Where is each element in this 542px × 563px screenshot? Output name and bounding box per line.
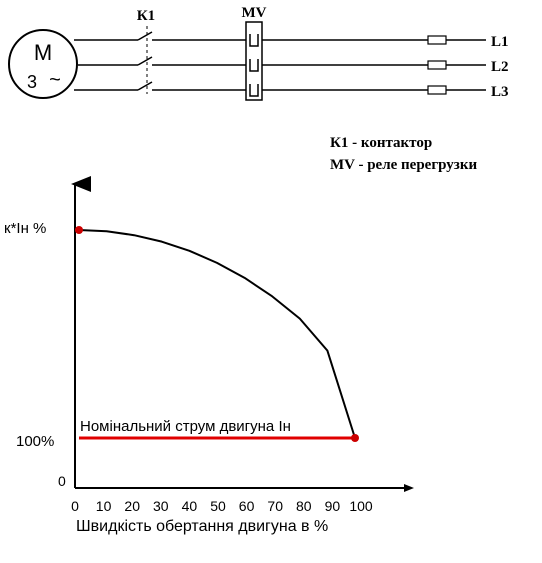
overload-relay-mv — [245, 21, 263, 101]
curve-endpoint-marker-0 — [75, 226, 83, 234]
x-tick-100: 100 — [349, 498, 373, 514]
x-tick-50: 50 — [210, 498, 226, 514]
x-tick-60: 60 — [239, 498, 255, 514]
nominal-current-annotation: Номінальний струм двигуна Ін — [80, 418, 291, 435]
contactor-label: К1 — [137, 8, 155, 24]
motor-symbol-label: M — [34, 40, 52, 65]
y-tick-100: 100% — [16, 433, 54, 450]
legend-contactor: К1 - контактор — [330, 135, 432, 151]
x-axis-arrow — [404, 484, 414, 492]
curve-endpoint-marker-1 — [351, 434, 359, 442]
contactor-k1 — [137, 26, 153, 94]
x-tick-80: 80 — [296, 498, 312, 514]
x-tick-0: 0 — [71, 498, 79, 514]
motor-phase-label: 3 — [27, 72, 37, 92]
x-tick-40: 40 — [182, 498, 198, 514]
y-axis-label: к*Ін % — [4, 220, 46, 237]
fuse-l1 — [427, 35, 447, 45]
relay-label: MV — [242, 5, 267, 21]
motor-ac-icon: ~ — [49, 69, 61, 91]
x-tick-20: 20 — [124, 498, 140, 514]
line-label-l1: L1 — [491, 34, 509, 50]
x-axis-label: Швидкість обертання двигуна в % — [76, 518, 328, 535]
current-curve-line — [78, 229, 356, 439]
speed-current-chart: к*Ін % 100% 0 0 10 20 30 40 50 60 70 80 90 100 Шви… — [4, 176, 414, 535]
series-layer — [75, 226, 359, 442]
motor-symbol-circle — [8, 29, 78, 99]
x-tick-30: 30 — [153, 498, 169, 514]
x-tick-labels: 0 10 20 30 40 50 60 70 80 90 100 — [71, 498, 373, 514]
fuse-l2 — [427, 60, 447, 70]
circuit-schematic: M 3 ~ К1 MV — [8, 5, 509, 101]
x-tick-90: 90 — [325, 498, 341, 514]
legend-relay: MV - реле перегрузки — [330, 157, 477, 173]
y-tick-0: 0 — [58, 473, 66, 489]
line-label-l3: L3 — [491, 84, 509, 100]
x-tick-10: 10 — [96, 498, 112, 514]
fuse-l3 — [427, 85, 447, 95]
line-label-l2: L2 — [491, 59, 509, 75]
x-tick-70: 70 — [267, 498, 283, 514]
